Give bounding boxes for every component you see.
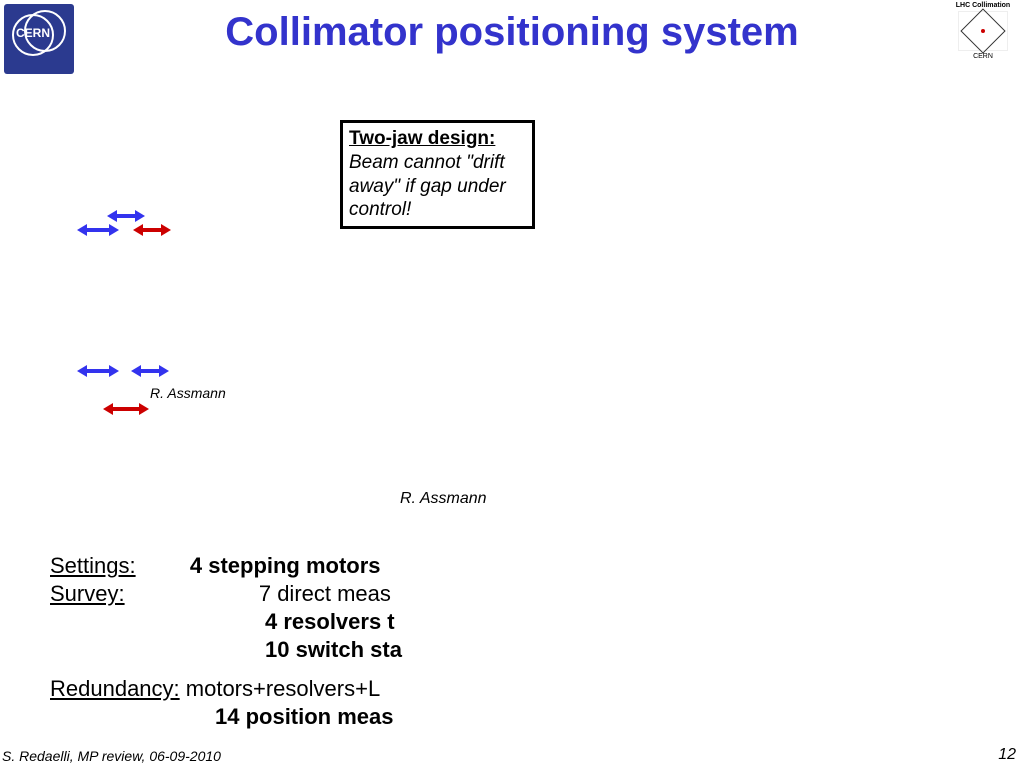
double-arrow-icon bbox=[141, 228, 163, 232]
settings-value: 4 stepping motors bbox=[190, 553, 381, 578]
two-jaw-info-box: Two-jaw design: Beam cannot "drift away"… bbox=[340, 120, 535, 229]
double-arrow-icon bbox=[85, 228, 111, 232]
info-box-title: Two-jaw design: bbox=[349, 128, 495, 149]
survey-line-2: 4 resolvers t bbox=[265, 608, 402, 636]
credit-upper: R. Assmann bbox=[150, 385, 226, 401]
survey-line-3: 10 switch sta bbox=[265, 636, 402, 664]
settings-label: Settings: bbox=[50, 552, 136, 580]
double-arrow-icon bbox=[111, 407, 141, 411]
lower-content: Settings: 4 stepping motors Survey: 7 di… bbox=[50, 552, 402, 731]
redundancy-label: Redundancy: bbox=[50, 675, 180, 703]
slide: CERN LHC Collimation CERN Collimator pos… bbox=[0, 0, 1024, 768]
double-arrow-icon bbox=[139, 369, 161, 373]
redundancy-line-2: 14 position meas bbox=[215, 703, 402, 731]
credit-lower: R. Assmann bbox=[400, 490, 487, 508]
double-arrow-icon bbox=[115, 214, 137, 218]
page-title: Collimator positioning system bbox=[0, 10, 1024, 55]
footer-author: S. Redaelli, MP review, 06-09-2010 bbox=[2, 748, 221, 764]
survey-line-1: 7 direct meas bbox=[259, 581, 391, 606]
survey-label: Survey: bbox=[50, 580, 125, 608]
info-box-body: Beam cannot "drift away" if gap under co… bbox=[349, 152, 506, 221]
page-number: 12 bbox=[998, 746, 1016, 764]
redundancy-value: motors+resolvers+L bbox=[180, 676, 381, 701]
double-arrow-icon bbox=[85, 369, 111, 373]
arrows-top-group bbox=[85, 210, 185, 250]
